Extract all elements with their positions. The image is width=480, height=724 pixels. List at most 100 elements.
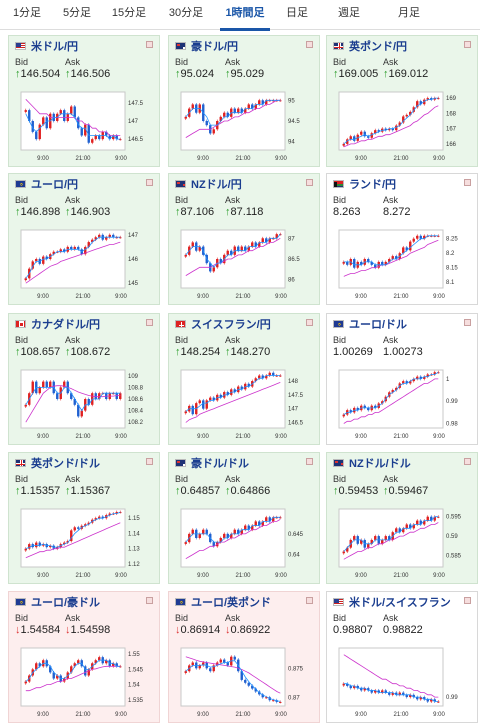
currency-pair-link[interactable]: ユーロ/ドル [349,319,408,331]
price-chart[interactable]: 0.99 9:00 21:00 9:00 [333,644,473,720]
candle-body [419,520,422,525]
expand-icon[interactable] [306,597,313,604]
tab-5min[interactable]: 5分足 [62,7,92,19]
expand-icon[interactable] [146,458,153,465]
rate-card[interactable]: NZドル/ドル Bid Ask ↑0.59453 ↑0.59467 0.595 0.59 0.… [326,452,478,584]
expand-icon[interactable] [464,458,471,465]
up-arrow-icon: ↑ [383,68,389,80]
x-tick-label: 21:00 [75,156,91,162]
candle-body [430,98,433,100]
x-tick-label: 9:00 [355,434,367,440]
expand-icon[interactable] [146,41,153,48]
currency-pair-link[interactable]: 米ドル/スイスフラン [349,597,451,609]
currency-pair-link[interactable]: ランド/円 [349,179,397,191]
expand-icon[interactable] [464,597,471,604]
candle-body [119,393,122,399]
candle-body [115,135,118,140]
expand-icon[interactable] [464,319,471,326]
tab-daily[interactable]: 日足 [286,7,308,19]
expand-icon[interactable] [464,41,471,48]
ask-label: Ask [383,335,399,345]
candle-body [409,524,412,529]
y-tick-label: 0.59 [446,534,458,540]
candle-body [31,121,34,132]
rate-card[interactable]: スイスフラン/円 Bid Ask ↑148.254 ↑148.270 148 147.5 14… [168,313,320,445]
currency-pair-link[interactable]: カナダドル/円 [31,319,101,331]
currency-pair-link[interactable]: 豪ドル/ドル [191,458,250,470]
flag-icon [333,598,344,606]
currency-pair-link[interactable]: 英ポンド/ドル [31,458,101,470]
rate-card[interactable]: ユーロ/豪ドル Bid Ask ↓1.54584 ↓1.54598 1.55 1.545 1.… [8,591,160,723]
currency-pair-link[interactable]: ユーロ/円 [31,179,79,191]
candle-body [398,122,401,126]
price-chart[interactable]: 0.595 0.59 0.585 9:00 21:00 9:00 [333,505,473,581]
rate-card[interactable]: 米ドル/円 Bid Ask ↑146.504 ↑146.506 147.5 147 146.5… [8,35,160,167]
rate-card[interactable]: 米ドル/スイスフラン Bid Ask 0.98807 0.98822 0.99 9:00 21… [326,591,478,723]
currency-pair-link[interactable]: スイスフラン/円 [191,319,271,331]
rate-card[interactable]: カナダドル/円 Bid Ask ↑108.657 ↑108.672 109 108.8 108… [8,313,160,445]
candle-body [388,692,391,695]
currency-pair-link[interactable]: ユーロ/英ポンド [191,597,272,609]
slow-moving-average-line [343,522,439,560]
currency-pair-link[interactable]: 英ポンド/円 [349,41,408,53]
expand-icon[interactable] [464,179,471,186]
candle-body [24,548,27,551]
x-tick-label: 21:00 [75,712,91,718]
rate-card[interactable]: 豪ドル/円 Bid Ask ↑95.024 ↑95.029 95 94.5 94 9:00 21:… [168,35,320,167]
tab-monthly[interactable]: 月足 [398,7,420,19]
ask-value: ↑1.15367 [65,485,111,497]
price-chart[interactable]: 87 86.5 86 9:00 21:00 9:00 [175,226,315,302]
price-chart[interactable]: 148 147.5 147 146.5 9:00 21:00 9:00 [175,366,315,442]
y-tick-label: 148 [288,379,299,385]
candle-body [105,131,108,136]
expand-icon[interactable] [306,458,313,465]
tab-30min[interactable]: 30分足 [168,7,204,19]
rate-card[interactable]: ランド/円 Bid Ask 8.263 8.272 8.25 8.2 8.15 8.1 9:00 2… [326,173,478,305]
expand-icon[interactable] [306,179,313,186]
x-tick-label: 21:00 [393,156,409,162]
expand-icon[interactable] [146,597,153,604]
x-tick-label: 21:00 [235,434,251,440]
candle-body [112,234,115,238]
tab-1hour[interactable]: 1時間足 [214,0,276,31]
ask-label: Ask [65,335,81,345]
price-chart[interactable]: 95 94.5 94 9:00 21:00 9:00 [175,88,315,164]
tab-1min[interactable]: 1分足 [12,7,42,19]
tab-weekly[interactable]: 週足 [338,7,360,19]
currency-pair-link[interactable]: ユーロ/豪ドル [31,597,101,609]
price-chart[interactable]: 0.645 0.64 9:00 21:00 9:00 [175,505,315,581]
tab-15min[interactable]: 15分足 [111,7,147,19]
rate-card[interactable]: ユーロ/ドル Bid Ask 1.00269 1.00273 1 0.99 0.98 9:00 2… [326,313,478,445]
candle-body [412,524,415,529]
price-chart[interactable]: 8.25 8.2 8.15 8.1 9:00 21:00 9:00 [333,226,473,302]
expand-icon[interactable] [146,319,153,326]
candle-body [191,242,194,247]
currency-pair-link[interactable]: NZドル/ドル [349,458,411,470]
expand-icon[interactable] [306,41,313,48]
rate-card[interactable]: 英ポンド/円 Bid Ask ↑169.005 ↑169.012 169 168 167 166… [326,35,478,167]
price-chart[interactable]: 109 108.8 108.6 108.4 108.2 9:00 21:00 9:00 [15,366,155,442]
expand-icon[interactable] [306,319,313,326]
rate-card[interactable]: ユーロ/英ポンド Bid Ask ↓0.86914 ↓0.86922 0.875 0.87 9… [168,591,320,723]
candle-body [219,659,222,663]
price-chart[interactable]: 147 146 145 9:00 21:00 9:00 [15,226,155,302]
currency-pair-link[interactable]: 豪ドル/円 [191,41,239,53]
candle-body [353,259,356,268]
rate-card[interactable]: NZドル/円 Bid Ask ↑87.106 ↑87.118 87 86.5 86 9:00 21… [168,173,320,305]
candle-body [360,131,363,135]
candle-body [265,375,268,379]
rate-card[interactable]: ユーロ/円 Bid Ask ↑146.898 ↑146.903 147 146 145 9:00… [8,173,160,305]
candle-body [426,699,429,702]
price-chart[interactable]: 169 168 167 166 9:00 21:00 9:00 [333,88,473,164]
expand-icon[interactable] [146,179,153,186]
price-chart[interactable]: 1 0.99 0.98 9:00 21:00 9:00 [333,366,473,442]
price-chart[interactable]: 0.875 0.87 9:00 21:00 9:00 [175,644,315,720]
price-chart[interactable]: 1.55 1.545 1.54 1.535 9:00 21:00 9:00 [15,644,155,720]
currency-pair-link[interactable]: NZドル/円 [191,179,242,191]
rate-card[interactable]: 豪ドル/ドル Bid Ask ↑0.64857 ↑0.64866 0.645 0.64 9:0… [168,452,320,584]
currency-pair-link[interactable]: 米ドル/円 [31,41,79,53]
price-chart[interactable]: 1.15 1.14 1.13 1.12 9:00 21:00 9:00 [15,505,155,581]
price-chart[interactable]: 147.5 147 146.5 9:00 21:00 9:00 [15,88,155,164]
rate-card[interactable]: 英ポンド/ドル Bid Ask ↑1.15357 ↑1.15367 1.15 1.14 1.1… [8,452,160,584]
candle-body [56,393,59,399]
